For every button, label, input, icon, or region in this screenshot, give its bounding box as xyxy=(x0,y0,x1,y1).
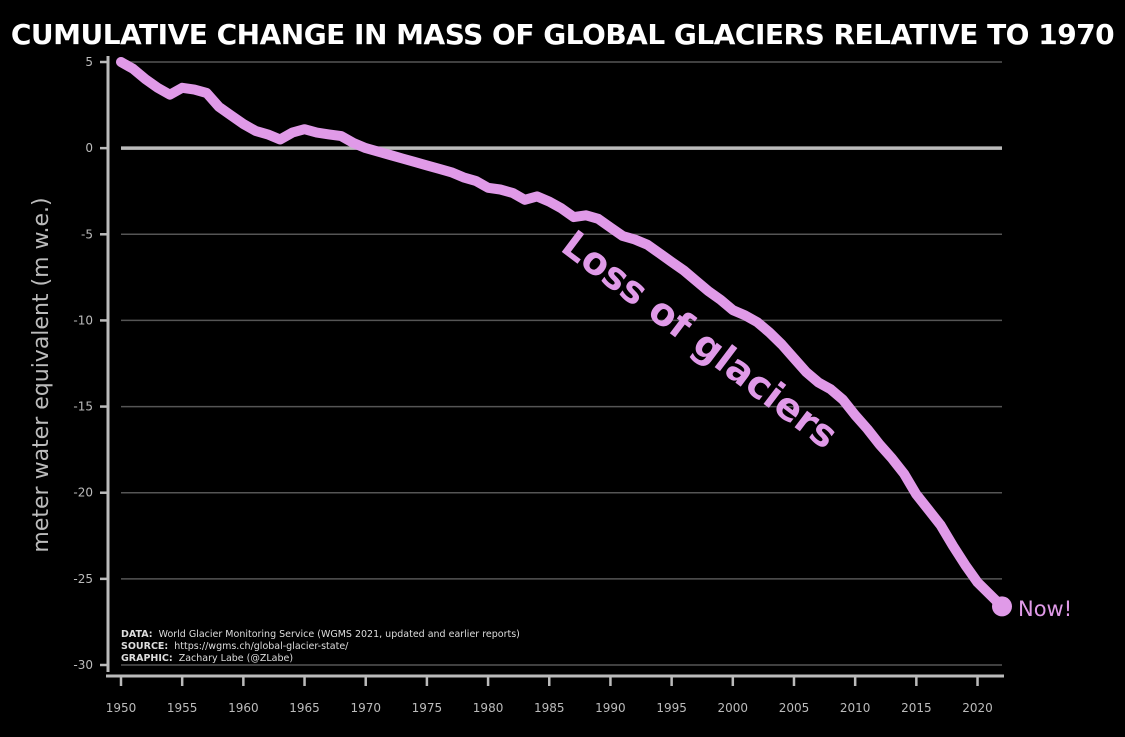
grid-lines xyxy=(121,61,1002,666)
now-marker xyxy=(992,596,1012,617)
credit-data: DATA: World Glacier Monitoring Service (… xyxy=(121,629,520,640)
credit-source-text: https://wgms.ch/global-glacier-state/ xyxy=(174,641,349,652)
x-tick-label: 2015 xyxy=(901,701,932,715)
credit-graphic-text: Zachary Labe (@ZLabe) xyxy=(179,653,293,664)
y-tick-label: -20 xyxy=(73,486,93,500)
x-tick-label: 1980 xyxy=(473,701,504,715)
x-tick-label: 1995 xyxy=(656,701,687,715)
y-tick-label: 0 xyxy=(85,141,93,155)
y-ticks: 5 0 -5 -10 -15 -20 -25 -30 xyxy=(73,55,108,672)
x-tick-label: 2000 xyxy=(718,701,749,715)
series-layer xyxy=(116,57,1012,617)
y-tick-label: -30 xyxy=(73,658,93,672)
credit-graphic: GRAPHIC: Zachary Labe (@ZLabe) xyxy=(121,653,293,664)
y-tick-label: -25 xyxy=(73,572,93,586)
credits: DATA: World Glacier Monitoring Service (… xyxy=(121,629,520,664)
y-tick-label: -15 xyxy=(73,400,93,414)
x-tick-label: 1965 xyxy=(289,701,320,715)
credit-source-label: SOURCE: xyxy=(121,641,168,652)
credit-graphic-label: GRAPHIC: xyxy=(121,653,173,664)
y-tick-label: -10 xyxy=(73,313,93,327)
loss-annotation: Loss of glaciers xyxy=(554,222,847,458)
x-tick-label: 1960 xyxy=(228,701,259,715)
credit-source: SOURCE: https://wgms.ch/global-glacier-s… xyxy=(121,641,349,652)
now-label: Now! xyxy=(1018,597,1072,621)
chart-title: CUMULATIVE CHANGE IN MASS OF GLOBAL GLAC… xyxy=(10,18,1115,51)
x-tick-label: 1990 xyxy=(595,701,626,715)
series-line xyxy=(116,57,1007,612)
x-tick-label: 1950 xyxy=(106,701,137,715)
x-tick-label: 2010 xyxy=(840,701,871,715)
x-tick-label: 2020 xyxy=(962,701,993,715)
credit-data-label: DATA: xyxy=(121,629,153,640)
x-tick-label: 1955 xyxy=(167,701,198,715)
y-tick-label: -5 xyxy=(81,227,93,241)
x-tick-label: 2005 xyxy=(779,701,810,715)
y-tick-label: 5 xyxy=(85,55,93,69)
credit-data-text: World Glacier Monitoring Service (WGMS 2… xyxy=(159,629,520,640)
x-tick-label: 1975 xyxy=(412,701,443,715)
y-axis-label: meter water equivalent (m w.e.) xyxy=(29,197,54,552)
x-ticks: 1950 1955 1960 1965 1970 1975 1980 1985 1990 1995… xyxy=(106,676,993,715)
x-tick-label: 1985 xyxy=(534,701,565,715)
x-tick-label: 1970 xyxy=(350,701,381,715)
